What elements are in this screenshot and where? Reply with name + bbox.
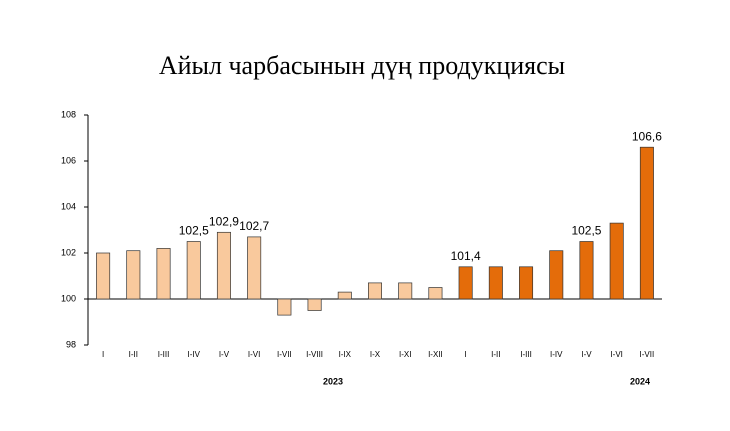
bar [458, 266, 473, 300]
x-tick-label: I-III [520, 350, 532, 359]
x-tick-label: I-II [129, 350, 138, 359]
y-tick-label: 98 [66, 339, 76, 349]
x-tick-label: I-VI [248, 350, 260, 359]
x-tick-label: I-XII [428, 350, 443, 359]
x-tick-label: I-VIII [306, 350, 323, 359]
bar [428, 287, 443, 300]
bar [307, 298, 322, 311]
value-label: 101,4 [451, 249, 481, 263]
bar [126, 250, 141, 300]
x-tick-label: I-X [370, 350, 381, 359]
bar [337, 291, 352, 300]
bar [488, 266, 503, 300]
bar [549, 250, 564, 300]
y-tick-label: 108 [61, 109, 76, 119]
value-label: 102,5 [571, 224, 601, 238]
y-tick-label: 104 [61, 201, 76, 211]
value-label: 102,7 [239, 219, 269, 233]
bar [639, 146, 654, 300]
x-tick-label: I-V [219, 350, 230, 359]
chart-title: Айыл чарбасынын дүң продукциясы [159, 51, 565, 80]
value-label: 102,5 [179, 224, 209, 238]
y-tick-label: 106 [61, 155, 76, 165]
y-tick-label: 102 [61, 247, 76, 257]
x-tick-label: I-III [158, 350, 170, 359]
year-label: 2023 [323, 376, 343, 386]
y-tick-label: 100 [61, 293, 76, 303]
x-tick-label: I-VI [610, 350, 622, 359]
bar [368, 282, 382, 300]
x-tick-label: I-VII [640, 350, 655, 359]
bar [398, 282, 413, 300]
x-tick-label: I-II [491, 350, 500, 359]
x-tick-label: I-VII [277, 350, 292, 359]
x-tick-label: I-IV [550, 350, 563, 359]
x-tick-label: I-IX [339, 350, 352, 359]
bar [96, 252, 111, 300]
bar [247, 236, 262, 300]
bar [579, 241, 594, 300]
x-tick-label: I-IV [188, 350, 201, 359]
bar [216, 231, 231, 300]
bar [186, 241, 201, 300]
x-tick-label: I-XI [399, 350, 411, 359]
x-tick-label: I-V [581, 350, 592, 359]
bar [277, 298, 292, 316]
value-label: 102,9 [209, 214, 239, 228]
bar [519, 266, 534, 300]
bar [156, 248, 171, 300]
bar [609, 222, 624, 300]
x-tick-label: I [465, 350, 467, 359]
x-tick-label: I [102, 350, 104, 359]
year-label: 2024 [630, 376, 650, 386]
value-label: 106,6 [632, 129, 662, 143]
